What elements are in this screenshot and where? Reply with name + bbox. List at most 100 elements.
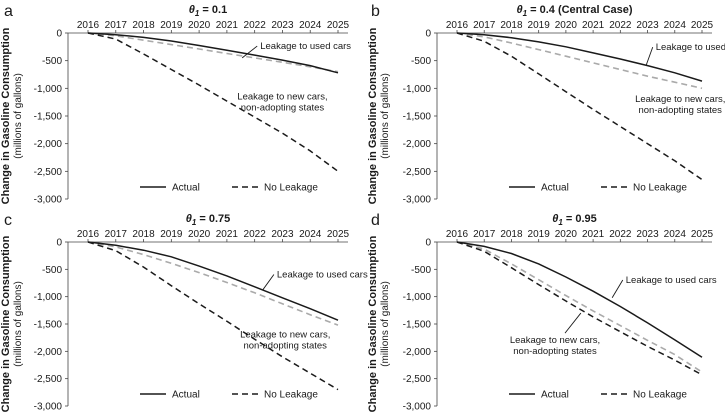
legend-label-actual: Actual (541, 183, 569, 194)
legend-label-actual: Actual (541, 390, 569, 401)
y-tick-label: -2,500 (34, 167, 63, 178)
y-tick-label: -1,000 (403, 292, 432, 303)
y-axis-title: Change in Gasoline Consumption (367, 27, 379, 205)
x-tick-label: 2020 (555, 20, 578, 31)
y-tick-label: -3,000 (403, 402, 432, 413)
series-line-actual (456, 32, 703, 82)
y-tick-label: 0 (425, 29, 431, 40)
x-tick-label: 2020 (555, 229, 578, 240)
y-axis-title: Change in Gasoline Consumption (0, 235, 12, 413)
series-line-actual (87, 241, 339, 321)
y-tick-label: -1,500 (403, 112, 432, 123)
y-tick-label: -2,500 (403, 374, 432, 385)
title-subscript: 1 (195, 9, 200, 18)
x-tick-label: 2024 (664, 20, 687, 31)
x-tick-label: 2019 (528, 20, 551, 31)
x-tick-label: 2022 (244, 20, 267, 31)
title-rest: = 0.1 (199, 4, 227, 16)
title-subscript: 1 (192, 218, 197, 227)
x-tick-label: 2017 (105, 229, 128, 240)
y-tick-label: 0 (56, 238, 62, 249)
x-tick-label: 2016 (77, 229, 100, 240)
chart-panel-b: b θ1 = 0.4 (Central Case) 2016 2017 2018 2019… (371, 3, 725, 206)
annotation-label: Leakage to used cars (277, 270, 368, 281)
x-tick-label: 2019 (160, 229, 183, 240)
x-tick-label: 2023 (636, 229, 659, 240)
y-tick-label: -500 (411, 56, 431, 67)
title-symbol: θ (189, 4, 195, 16)
series-line-counterfactual (87, 32, 339, 73)
chart-title: θ1 = 0.1 (189, 4, 227, 18)
series-line-actual (456, 241, 703, 358)
legend-label-actual: Actual (172, 390, 200, 401)
x-tick-label: 2021 (582, 20, 605, 31)
title-symbol: θ (552, 213, 558, 225)
x-tick-label: 2025 (691, 229, 714, 240)
y-tick-label: -2,000 (34, 139, 63, 150)
legend-label-no-leakage: No Leakage (633, 390, 687, 401)
chart-panel-c: c θ1 = 0.75 2016 2017 2018 2019 2020 2021 2022 20… (4, 212, 368, 413)
x-tick-label: 2019 (528, 229, 551, 240)
x-tick-label: 2021 (216, 229, 239, 240)
series-line-no-leakage (456, 241, 703, 376)
title-symbol: θ (186, 213, 192, 225)
y-tick-label: -2,000 (403, 139, 432, 150)
series-line-no-leakage (87, 241, 339, 391)
y-axis-unit: (millions of gallons) (380, 281, 391, 367)
title-rest: = 0.95 (563, 213, 597, 225)
annotation-arrow (241, 45, 258, 59)
x-tick-label: 2021 (216, 20, 239, 31)
series-line-counterfactual (456, 241, 703, 373)
x-tick-label: 2024 (299, 229, 322, 240)
y-axis-title: Change in Gasoline Consumption (367, 235, 379, 413)
y-tick-label: -2,000 (34, 347, 63, 358)
y-axis-label: Change in Gasoline Consumption (millions … (0, 21, 26, 211)
y-tick-label: -1,500 (34, 320, 63, 331)
x-tick-label: 2023 (636, 20, 659, 31)
panel-letter: a (4, 3, 13, 20)
y-axis-unit: (millions of gallons) (380, 73, 391, 159)
x-tick-label: 2017 (473, 229, 496, 240)
x-tick-label: 2021 (582, 229, 605, 240)
legend-label-no-leakage: No Leakage (264, 390, 318, 401)
annotation-label: non-adopting states (243, 341, 327, 352)
y-tick-label: -2,000 (403, 347, 432, 358)
x-tick-label: 2023 (271, 20, 294, 31)
annotation-label: Leakage to used cars (656, 42, 725, 53)
y-tick-label: 0 (56, 29, 62, 40)
y-tick-label: -2,500 (34, 374, 63, 385)
x-tick-label: 2017 (105, 20, 128, 31)
annotation-label: Leakage to new cars, (237, 91, 327, 102)
y-tick-label: 0 (425, 238, 431, 249)
annotation-label: non-adopting states (241, 102, 325, 113)
x-tick-label: 2025 (327, 229, 350, 240)
y-axis-title: Change in Gasoline Consumption (0, 27, 12, 205)
y-tick-label: -3,000 (403, 195, 432, 206)
legend-label-actual: Actual (172, 183, 200, 194)
x-tick-label: 2018 (132, 20, 155, 31)
chart-panel-a: a θ1 = 0.1 2016 2017 2018 2019 2020 2021 2022 202… (4, 3, 351, 206)
title-rest: = 0.4 (Central Case) (527, 4, 633, 16)
x-tick-label: 2022 (609, 229, 632, 240)
y-tick-label: -1,500 (403, 320, 432, 331)
annotation-label: Leakage to used cars (260, 41, 351, 52)
y-tick-label: -3,000 (34, 195, 63, 206)
y-axis-unit: (millions of gallons) (13, 73, 24, 159)
x-tick-label: 2024 (664, 229, 687, 240)
x-tick-label: 2019 (160, 20, 183, 31)
y-axis-label: Change in Gasoline Consumption (millions … (367, 21, 393, 211)
x-tick-label: 2016 (446, 20, 469, 31)
legend-label-no-leakage: No Leakage (633, 183, 687, 194)
y-tick-label: -1,000 (403, 84, 432, 95)
panel-letter: c (4, 212, 12, 229)
series-line-no-leakage (456, 32, 703, 181)
x-tick-label: 2020 (188, 20, 211, 31)
series-line-counterfactual (456, 32, 703, 90)
y-tick-label: -1,000 (34, 84, 63, 95)
y-tick-label: -1,000 (34, 292, 63, 303)
legend-label-no-leakage: No Leakage (264, 183, 318, 194)
chart-title: θ1 = 0.75 (186, 213, 231, 227)
x-tick-label: 2017 (473, 20, 496, 31)
x-tick-label: 2023 (271, 229, 294, 240)
annotation-arrow (262, 274, 275, 290)
